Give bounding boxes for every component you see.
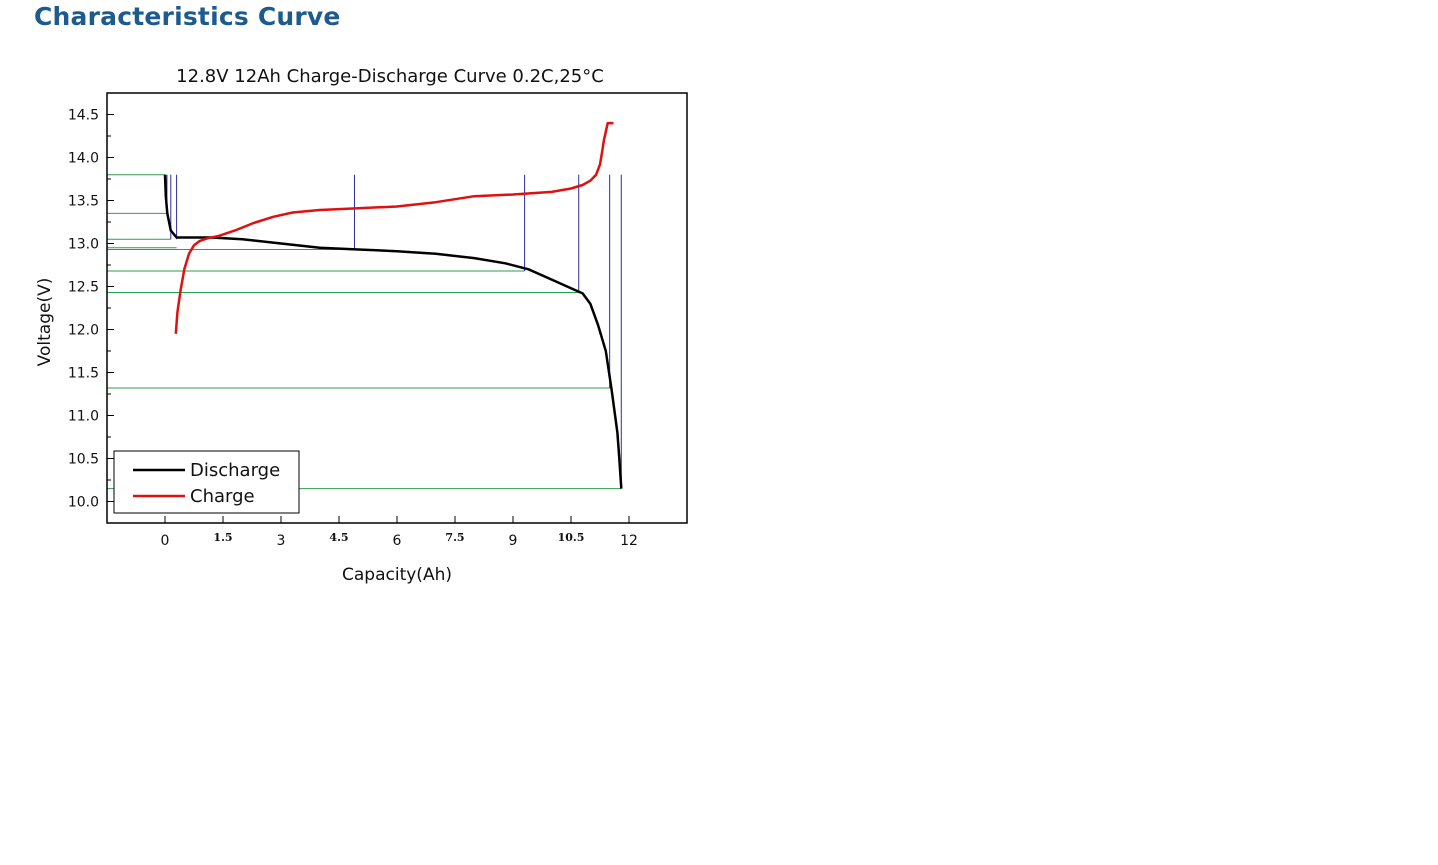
y-tick-label: 11.0 [68,409,99,425]
y-tick-label: 11.5 [68,366,99,382]
x-tick-label: 0 [161,533,170,549]
x-tick-label: 6 [393,533,402,549]
x-axis-label: Capacity(Ah) [342,565,452,585]
chart-title: 12.8V 12Ah Charge-Discharge Curve 0.2C,2… [176,66,604,87]
page-heading: Characteristics Curve [34,2,341,31]
y-axis: 10.0 10.5 11.0 11.5 12.0 12.5 13.0 13.5 14.0 14.5 [68,108,114,511]
x-tick-label: 9 [509,533,518,549]
legend: Discharge Charge [113,450,300,514]
x-tick-label: 10.5 [558,531,585,544]
y-tick-label: 12.5 [68,280,99,296]
y-tick-label: 12.0 [68,323,99,339]
x-tick-label: 3 [277,533,286,549]
y-tick-label: 13.0 [68,237,99,253]
series-line-charge [174,121,614,334]
y-tick-label: 10.0 [68,495,99,511]
x-tick-label: 4.5 [329,531,348,544]
x-tick-label: 7.5 [445,531,464,544]
y-tick-label: 14.0 [68,151,99,167]
y-axis-label: Voltage(V) [35,278,55,367]
x-tick-label: 1.5 [213,531,232,544]
y-tick-label: 14.5 [68,108,99,124]
y-tick-label: 10.5 [68,452,99,468]
y-tick-label: 13.5 [68,194,99,210]
x-tick-label: 12 [620,533,638,549]
x-axis: 0 1.5 3 4.5 6 7.5 9 10.5 12 [161,516,638,549]
guide-lines [107,174,622,490]
legend-label-discharge: Discharge [190,460,280,481]
legend-box [113,450,300,514]
legend-label-charge: Charge [190,486,255,507]
series-lines [163,121,623,489]
series-line-discharge [163,174,623,489]
